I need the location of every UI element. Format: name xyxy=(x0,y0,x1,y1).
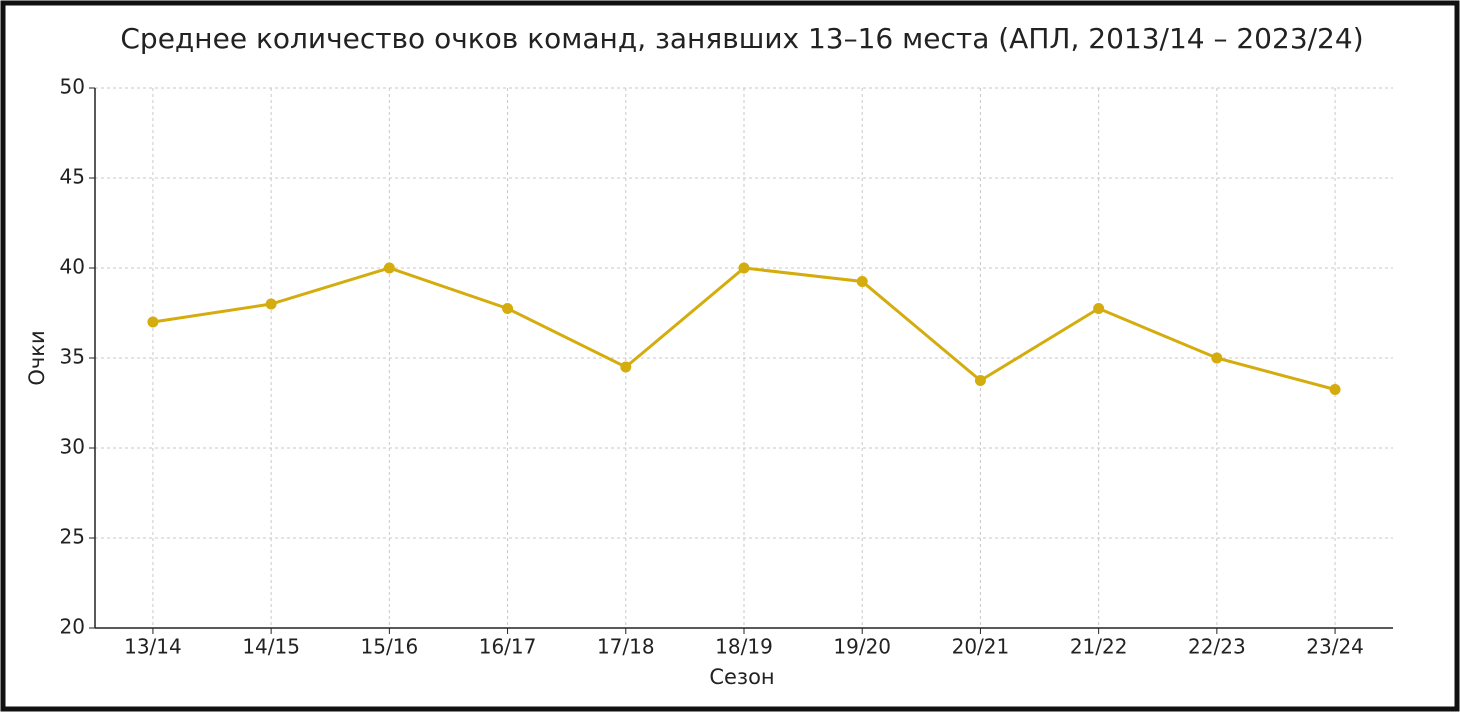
data-point xyxy=(265,298,277,310)
y-tick-label: 20 xyxy=(60,615,85,639)
x-tick-label: 18/19 xyxy=(715,635,773,659)
x-axis-label: Сезон xyxy=(709,665,774,689)
data-point xyxy=(1211,352,1223,364)
x-tick-label: 22/23 xyxy=(1188,635,1246,659)
chart-title: Среднее количество очков команд, занявши… xyxy=(120,22,1363,55)
data-point xyxy=(974,375,986,386)
x-tick-label: 13/14 xyxy=(124,635,182,659)
y-tick-label: 35 xyxy=(60,345,85,369)
data-point xyxy=(1329,384,1341,395)
x-tick-label: 21/22 xyxy=(1070,635,1128,659)
data-point xyxy=(502,303,514,314)
x-tick-label: 15/16 xyxy=(361,635,419,659)
x-tick-label: 19/20 xyxy=(833,635,891,659)
x-tick-label: 23/24 xyxy=(1306,635,1364,659)
data-point xyxy=(147,316,159,328)
y-tick-label: 25 xyxy=(60,525,85,549)
y-tick-label: 30 xyxy=(60,435,85,459)
data-point xyxy=(383,262,395,274)
y-tick-label: 45 xyxy=(60,165,85,189)
x-tick-label: 16/17 xyxy=(479,635,537,659)
y-tick-label: 50 xyxy=(60,75,85,99)
data-point xyxy=(856,276,868,287)
data-point xyxy=(1093,303,1105,314)
x-tick-label: 20/21 xyxy=(952,635,1010,659)
y-tick-label: 40 xyxy=(60,255,85,279)
data-point xyxy=(620,361,632,373)
x-tick-label: 14/15 xyxy=(242,635,300,659)
x-tick-label: 17/18 xyxy=(597,635,655,659)
data-point xyxy=(738,262,750,274)
y-axis-label: Очки xyxy=(25,330,49,385)
